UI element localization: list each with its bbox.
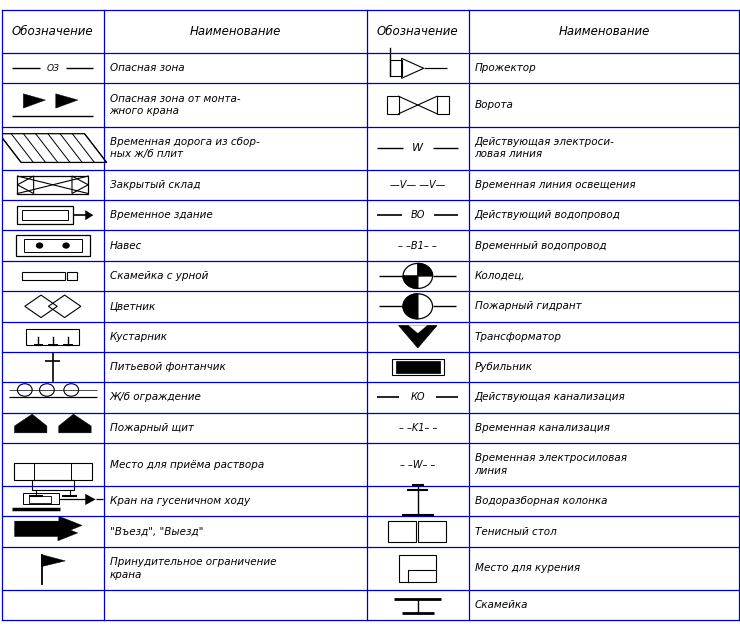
Polygon shape xyxy=(85,494,95,505)
Bar xyxy=(67,272,77,280)
Text: Водоразборная колонка: Водоразборная колонка xyxy=(474,496,607,506)
Text: Место для курения: Место для курения xyxy=(474,563,579,573)
Bar xyxy=(18,176,88,193)
Text: Пожарный щит: Пожарный щит xyxy=(110,423,194,433)
Bar xyxy=(32,480,74,490)
Text: Закрытый склад: Закрытый склад xyxy=(110,180,200,190)
Bar xyxy=(24,493,58,505)
Text: —V— —V—: —V— —V— xyxy=(390,180,445,190)
Text: Наименование: Наименование xyxy=(558,25,650,38)
Polygon shape xyxy=(24,94,45,108)
Text: Действующий водопровод: Действующий водопровод xyxy=(474,210,620,220)
Bar xyxy=(26,329,79,345)
Text: Действующая канализация: Действующая канализация xyxy=(474,393,625,403)
Text: Опасная зона от монта-
жного крана: Опасная зона от монта- жного крана xyxy=(110,94,240,116)
Text: Трансформатор: Трансформатор xyxy=(474,332,562,342)
Bar xyxy=(22,272,64,280)
Text: Временное здание: Временное здание xyxy=(110,210,212,220)
Text: Ворота: Ворота xyxy=(474,100,514,110)
Text: Обозначение: Обозначение xyxy=(12,25,94,38)
Polygon shape xyxy=(15,525,78,541)
Text: Кустарник: Кустарник xyxy=(110,332,167,342)
Text: Место для приёма раствора: Место для приёма раствора xyxy=(110,459,264,470)
Text: Наименование: Наименование xyxy=(189,25,281,38)
Bar xyxy=(18,207,73,224)
Text: Временная канализация: Временная канализация xyxy=(474,423,610,433)
Text: Временный водопровод: Временный водопровод xyxy=(474,240,606,250)
Bar xyxy=(387,96,399,114)
Text: ОЗ: ОЗ xyxy=(47,64,59,73)
Circle shape xyxy=(62,242,70,249)
Bar xyxy=(14,463,92,480)
Text: Обозначение: Обозначение xyxy=(377,25,459,38)
Text: Тенисный стол: Тенисный стол xyxy=(474,526,556,536)
Text: Рубильник: Рубильник xyxy=(474,362,533,372)
Text: ВО: ВО xyxy=(411,210,425,220)
Polygon shape xyxy=(399,326,437,348)
Bar xyxy=(396,361,440,373)
Text: Цветник: Цветник xyxy=(110,301,156,311)
Bar xyxy=(400,555,437,582)
Bar xyxy=(437,96,448,114)
Polygon shape xyxy=(41,555,65,567)
Bar xyxy=(22,210,68,220)
Polygon shape xyxy=(409,326,427,333)
Bar xyxy=(29,496,51,503)
Polygon shape xyxy=(403,276,418,289)
Text: Временная электросиловая
линия: Временная электросиловая линия xyxy=(474,453,627,476)
Circle shape xyxy=(36,242,43,249)
Polygon shape xyxy=(15,516,82,535)
Text: – –K1– –: – –K1– – xyxy=(399,423,437,433)
Polygon shape xyxy=(56,94,78,108)
Text: "Въезд", "Выезд": "Въезд", "Выезд" xyxy=(110,526,203,536)
Text: Скамейка: Скамейка xyxy=(474,600,528,610)
Text: W: W xyxy=(412,143,423,153)
Text: Прожектор: Прожектор xyxy=(474,63,536,73)
Polygon shape xyxy=(85,210,93,220)
Text: Действующая электроси-
ловая линия: Действующая электроси- ловая линия xyxy=(474,137,614,159)
Bar xyxy=(392,359,443,375)
Text: – –W– –: – –W– – xyxy=(400,459,436,470)
Bar xyxy=(388,521,416,542)
Text: КО: КО xyxy=(411,393,425,403)
Text: Навес: Навес xyxy=(110,240,142,250)
Bar xyxy=(24,239,81,252)
Text: Кран на гусеничном ходу: Кран на гусеничном ходу xyxy=(110,496,249,506)
Text: Принудительное ограничение
крана: Принудительное ограничение крана xyxy=(110,557,276,580)
Text: Скамейка с урной: Скамейка с урной xyxy=(110,271,208,281)
Polygon shape xyxy=(15,414,47,433)
Bar xyxy=(390,60,402,76)
Text: – –B1– –: – –B1– – xyxy=(398,240,437,250)
Text: Ж/б ограждение: Ж/б ограждение xyxy=(110,393,201,403)
Polygon shape xyxy=(58,414,91,433)
Polygon shape xyxy=(418,264,433,276)
Text: Временная линия освещения: Временная линия освещения xyxy=(474,180,635,190)
Bar xyxy=(16,235,90,256)
Text: Колодец,: Колодец, xyxy=(474,271,525,281)
Text: Временная дорога из сбор-
ных ж/б плит: Временная дорога из сбор- ных ж/б плит xyxy=(110,137,259,159)
Polygon shape xyxy=(403,294,418,319)
Text: Питьевой фонтанчик: Питьевой фонтанчик xyxy=(110,362,226,372)
Text: Опасная зона: Опасная зона xyxy=(110,63,184,73)
Text: Пожарный гидрант: Пожарный гидрант xyxy=(474,301,581,311)
Bar xyxy=(418,521,445,542)
